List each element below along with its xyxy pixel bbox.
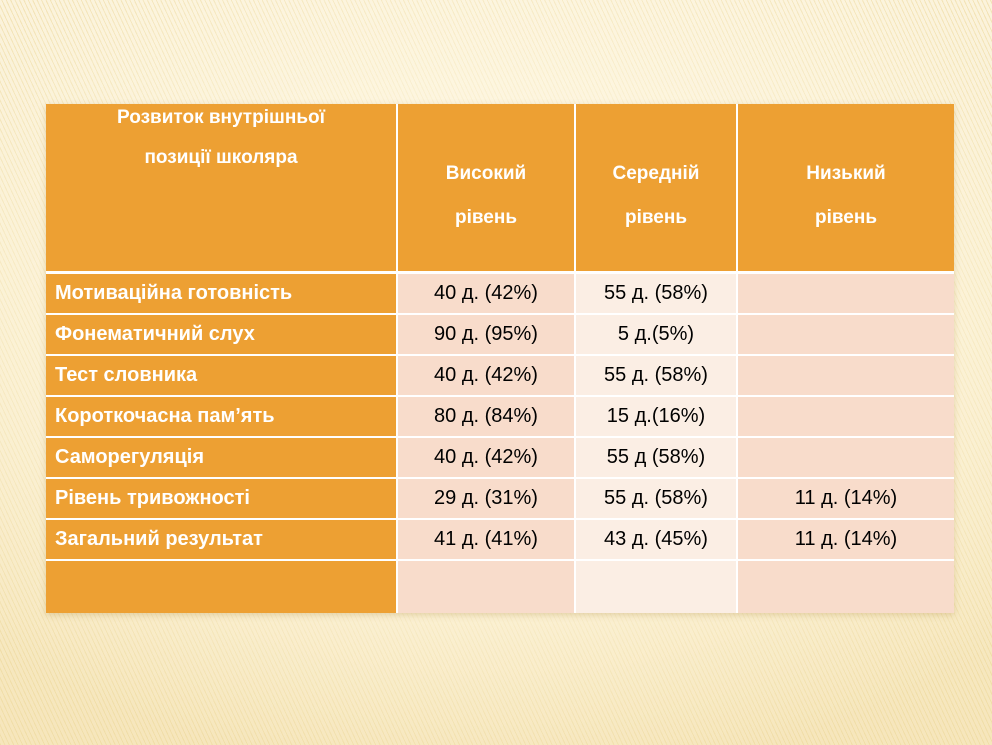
header-high-level: Високий рівень: [397, 104, 576, 274]
table-row: Мотиваційна готовність 40 д. (42%) 55 д.…: [46, 272, 954, 315]
cell-high: 80 д. (84%): [397, 396, 576, 438]
header-high-line2: рівень: [454, 207, 518, 228]
results-table: Розвиток внутрішньої позиції школяра Вис…: [46, 104, 954, 613]
cell-low: 11 д. (14%): [737, 478, 954, 520]
table-row: Загальний результат 41 д. (41%) 43 д. (4…: [46, 519, 954, 561]
table-row: Саморегуляція 40 д. (42%) 55 д (58%): [46, 437, 954, 479]
cell-high: 40 д. (42%): [397, 437, 576, 479]
table-row-empty: [46, 560, 954, 613]
header-low-line2: рівень: [814, 207, 878, 228]
cell-low: [737, 437, 954, 479]
table-row: Тест словника 40 д. (42%) 55 д. (58%): [46, 355, 954, 397]
cell-low: 11 д. (14%): [737, 519, 954, 561]
table-row: Фонематичний слух 90 д. (95%) 5 д.(5%): [46, 314, 954, 356]
header-high-line1: Високий: [445, 163, 527, 184]
header-medium-line1: Середній: [612, 163, 700, 184]
row-label: Фонематичний слух: [46, 314, 398, 356]
cell-medium: 5 д.(5%): [575, 314, 738, 356]
cell-low: [737, 272, 954, 315]
cell-low: [737, 355, 954, 397]
cell-medium: 43 д. (45%): [575, 519, 738, 561]
cell-medium: 55 д. (58%): [575, 478, 738, 520]
header-indicator-line1: Розвиток внутрішньої: [117, 107, 325, 128]
header-indicator: Розвиток внутрішньої позиції школяра: [46, 104, 398, 274]
table-row: Рівень тривожності 29 д. (31%) 55 д. (58…: [46, 478, 954, 520]
cell-medium: 15 д.(16%): [575, 396, 738, 438]
header-medium-line2: рівень: [624, 207, 688, 228]
row-label: Короткочасна пам’ять: [46, 396, 398, 438]
header-indicator-line2: позиції школяра: [144, 147, 298, 168]
row-label: Тест словника: [46, 355, 398, 397]
row-label: Мотиваційна готовність: [46, 272, 398, 315]
header-medium-level: Середній рівень: [575, 104, 738, 274]
cell-high: 40 д. (42%): [397, 272, 576, 315]
header-low-level: Низький рівень: [737, 104, 954, 274]
table-header-row: Розвиток внутрішньої позиції школяра Вис…: [46, 104, 954, 274]
header-low-line1: Низький: [806, 163, 886, 184]
cell-medium: [575, 560, 738, 613]
cell-high: 29 д. (31%): [397, 478, 576, 520]
cell-high: 41 д. (41%): [397, 519, 576, 561]
cell-medium: 55 д (58%): [575, 437, 738, 479]
row-label: [46, 560, 398, 613]
cell-high: [397, 560, 576, 613]
cell-low: [737, 314, 954, 356]
cell-high: 90 д. (95%): [397, 314, 576, 356]
cell-low: [737, 396, 954, 438]
cell-high: 40 д. (42%): [397, 355, 576, 397]
cell-medium: 55 д. (58%): [575, 355, 738, 397]
cell-low: [737, 560, 954, 613]
table-row: Короткочасна пам’ять 80 д. (84%) 15 д.(1…: [46, 396, 954, 438]
cell-medium: 55 д. (58%): [575, 272, 738, 315]
row-label: Загальний результат: [46, 519, 398, 561]
row-label: Рівень тривожності: [46, 478, 398, 520]
row-label: Саморегуляція: [46, 437, 398, 479]
